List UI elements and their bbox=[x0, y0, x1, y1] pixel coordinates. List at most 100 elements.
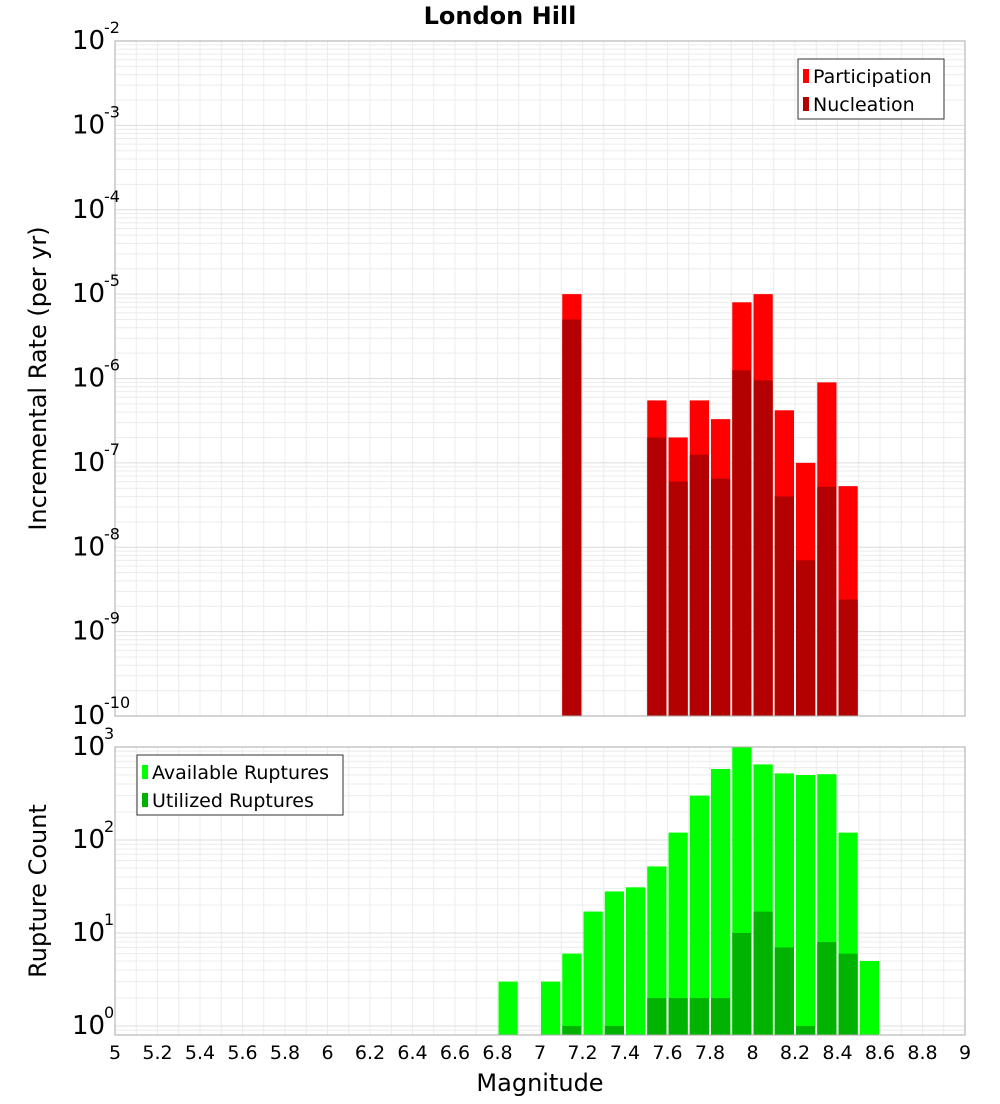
x-tick-label: 8.4 bbox=[822, 1042, 852, 1064]
x-tick-label: 6.8 bbox=[482, 1042, 512, 1064]
y-tick-base: 10 bbox=[72, 732, 105, 762]
series-1-1 bbox=[562, 911, 858, 1035]
y-tick-base: 10 bbox=[72, 195, 105, 225]
legend-label: Participation bbox=[813, 66, 932, 88]
y-axis-label-1: Rupture Count bbox=[24, 804, 52, 978]
x-tick-label: 5.4 bbox=[185, 1042, 215, 1064]
y-tick-base: 10 bbox=[72, 918, 105, 948]
chart-title: London Hill bbox=[424, 2, 577, 30]
y-tick-label-0: 10-2 bbox=[72, 18, 120, 56]
y-tick-label-0: 10-9 bbox=[72, 609, 120, 647]
y-tick-exponent: -2 bbox=[104, 18, 120, 37]
y-tick-base: 10 bbox=[72, 1011, 105, 1041]
x-tick-label: 6 bbox=[321, 1042, 333, 1064]
y-tick-base: 10 bbox=[72, 448, 105, 478]
bar-nucleation bbox=[796, 560, 816, 716]
y-tick-label-0: 10-7 bbox=[72, 440, 120, 478]
bar-nucleation bbox=[668, 481, 688, 716]
bar-utilized-ruptures bbox=[796, 1025, 816, 1035]
y-tick-label-0: 10-5 bbox=[72, 271, 120, 309]
legend-box bbox=[797, 58, 945, 120]
bar-utilized-ruptures bbox=[753, 911, 773, 1035]
series-0-1 bbox=[562, 319, 858, 716]
y-tick-exponent: -10 bbox=[104, 693, 130, 712]
legend-swatch bbox=[142, 765, 148, 779]
y-tick-exponent: -5 bbox=[104, 271, 120, 290]
bar-available-ruptures bbox=[626, 887, 646, 1035]
bar-utilized-ruptures bbox=[668, 997, 688, 1035]
y-tick-base: 10 bbox=[72, 110, 105, 140]
bar-available-ruptures bbox=[498, 981, 518, 1035]
y-tick-label-0: 10-10 bbox=[72, 693, 130, 731]
bar-nucleation bbox=[711, 478, 731, 716]
bar-available-ruptures bbox=[562, 953, 582, 1035]
y-tick-exponent: 0 bbox=[104, 1003, 114, 1022]
bar-available-ruptures bbox=[541, 981, 561, 1035]
x-tick-label: 6.2 bbox=[355, 1042, 385, 1064]
x-tick-label: 5.8 bbox=[270, 1042, 300, 1064]
bar-available-ruptures bbox=[604, 891, 624, 1035]
bar-available-ruptures bbox=[647, 866, 667, 1035]
x-tick-label: 8.2 bbox=[780, 1042, 810, 1064]
y-tick-exponent: -8 bbox=[104, 524, 120, 543]
y-tick-label-0: 10-6 bbox=[72, 356, 120, 394]
bar-nucleation bbox=[817, 486, 837, 716]
legend-0: Participation Nucleation bbox=[797, 58, 945, 120]
legend-swatch bbox=[803, 69, 809, 83]
x-tick-label: 7.8 bbox=[695, 1042, 725, 1064]
bar-nucleation bbox=[753, 380, 773, 716]
x-tick-label: 8.6 bbox=[865, 1042, 895, 1064]
y-tick-label-1: 103 bbox=[72, 724, 114, 762]
x-tick-label: 7.6 bbox=[652, 1042, 682, 1064]
y-tick-exponent: -3 bbox=[104, 102, 120, 121]
y-tick-exponent: 1 bbox=[104, 910, 114, 929]
y-tick-label-0: 10-8 bbox=[72, 524, 120, 562]
legend-1: Available Ruptures Utilized Ruptures bbox=[136, 754, 344, 816]
legend-label: Available Ruptures bbox=[152, 762, 329, 784]
y-tick-label-0: 10-4 bbox=[72, 187, 120, 225]
x-tick-label: 5 bbox=[109, 1042, 121, 1064]
x-tick-label: 8 bbox=[746, 1042, 758, 1064]
y-tick-base: 10 bbox=[72, 701, 105, 731]
y-tick-base: 10 bbox=[72, 279, 105, 309]
legend-box bbox=[136, 754, 344, 816]
bar-nucleation bbox=[838, 599, 858, 716]
x-tick-label: 8.8 bbox=[907, 1042, 937, 1064]
x-tick-label: 7 bbox=[534, 1042, 546, 1064]
bar-available-ruptures bbox=[668, 832, 688, 1035]
x-tick-label: 6.4 bbox=[397, 1042, 427, 1064]
legend-swatch bbox=[142, 793, 148, 807]
x-tick-labels: 5 5.2 5.4 5.6 5.8 6 6.2 6.4 6.6 6.8 7 7.2 7.4 7.6 7.8 8… bbox=[109, 1042, 971, 1064]
y-tick-exponent: 2 bbox=[104, 817, 114, 836]
y-axis-label-0: Incremental Rate (per yr) bbox=[24, 226, 52, 530]
bar-available-ruptures bbox=[689, 795, 709, 1035]
bar-utilized-ruptures bbox=[732, 932, 752, 1035]
y-tick-label-0: 10-3 bbox=[72, 102, 120, 140]
legend-label: Nucleation bbox=[813, 94, 915, 116]
bar-utilized-ruptures bbox=[817, 942, 837, 1035]
legend-swatch bbox=[803, 97, 809, 111]
bar-available-ruptures bbox=[796, 774, 816, 1035]
x-tick-label: 9 bbox=[959, 1042, 971, 1064]
bar-utilized-ruptures bbox=[711, 997, 731, 1035]
y-tick-exponent: 3 bbox=[104, 724, 114, 743]
y-tick-exponent: -7 bbox=[104, 440, 120, 459]
y-tick-exponent: -9 bbox=[104, 609, 120, 628]
bar-nucleation bbox=[562, 319, 582, 716]
bar-utilized-ruptures bbox=[838, 953, 858, 1035]
bar-available-ruptures bbox=[711, 769, 731, 1035]
y-tick-exponent: -4 bbox=[104, 187, 120, 206]
plot-frame-0 bbox=[114, 40, 966, 717]
y-tick-label-1: 101 bbox=[72, 910, 114, 948]
bar-utilized-ruptures bbox=[604, 1025, 624, 1035]
x-tick-label: 5.2 bbox=[142, 1042, 172, 1064]
y-tick-base: 10 bbox=[72, 364, 105, 394]
legend-label: Utilized Ruptures bbox=[152, 790, 314, 812]
bar-utilized-ruptures bbox=[774, 947, 794, 1035]
x-tick-label: 5.6 bbox=[227, 1042, 257, 1064]
bar-nucleation bbox=[732, 370, 752, 716]
x-tick-label: 7.4 bbox=[610, 1042, 640, 1064]
y-tick-exponent: -6 bbox=[104, 356, 120, 375]
